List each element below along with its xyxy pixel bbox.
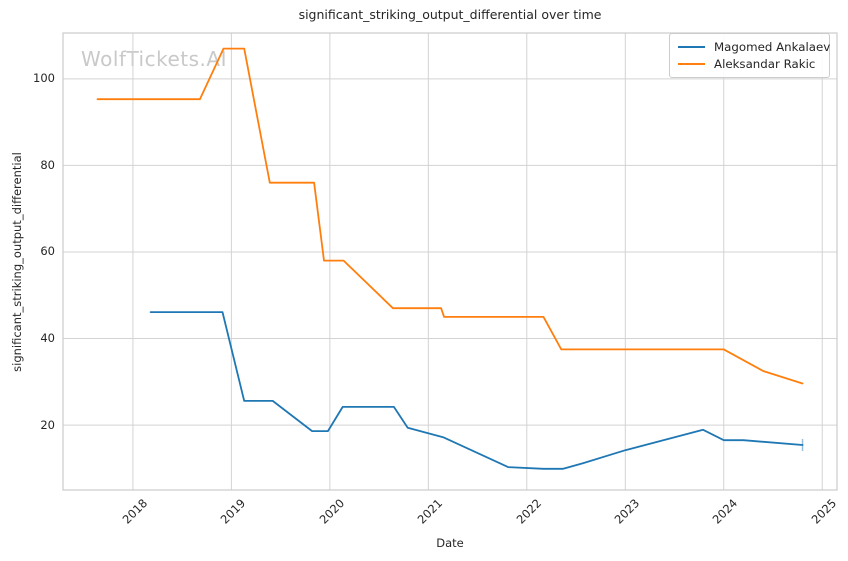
plot-frame: [62, 32, 838, 491]
legend-label-aleksandar-rakic: Aleksandar Rakic: [714, 56, 816, 71]
y-tick-label-100: 100: [33, 71, 55, 86]
y-tick-label-80: 80: [40, 157, 55, 172]
series-line-aleksandar-rakic: [96, 47, 804, 385]
y-tick-label-40: 40: [40, 331, 55, 346]
legend: Magomed Ankalaev Aleksandar Rakic: [669, 33, 830, 78]
chart-title: significant_striking_output_differential…: [298, 7, 602, 22]
legend-item-magomed-ankalaev: Magomed Ankalaev: [678, 38, 830, 55]
watermark: WolfTickets.AI: [81, 47, 227, 71]
legend-item-aleksandar-rakic: Aleksandar Rakic: [678, 55, 821, 72]
y-tick-label-60: 60: [40, 244, 55, 259]
legend-line-swatch-blue: [678, 45, 705, 48]
series-line-magomed-ankalaev: [149, 311, 804, 470]
legend-line-swatch-orange: [678, 62, 705, 65]
legend-label-magomed-ankalaev: Magomed Ankalaev: [714, 39, 831, 54]
x-axis-label: Date: [436, 536, 464, 550]
y-tick-label-20: 20: [40, 417, 55, 432]
